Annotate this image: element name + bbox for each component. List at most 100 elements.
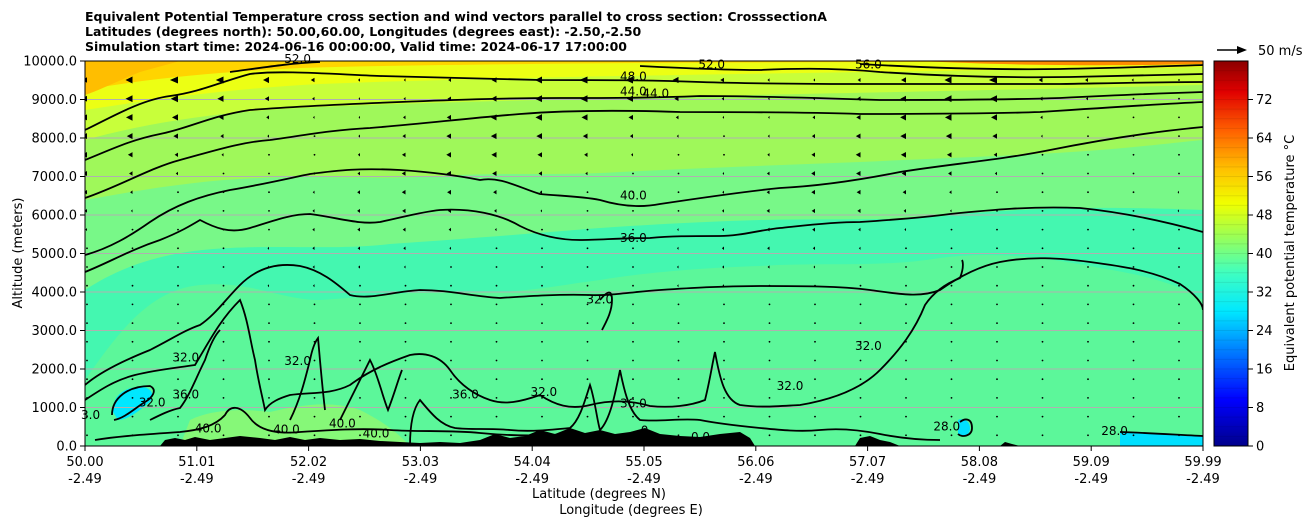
wind-vector: [768, 303, 771, 306]
wind-vector: [402, 208, 406, 214]
contour-label: 32.0: [139, 395, 166, 409]
wind-vector: [403, 115, 406, 120]
wind-vector: [905, 434, 907, 437]
wind-vector: [541, 340, 543, 343]
wind-vector: [312, 209, 315, 213]
wind-vector: [358, 115, 360, 119]
wind-vector: [220, 134, 224, 139]
wind-vector: [1038, 77, 1043, 83]
wind-vector: [1178, 340, 1180, 343]
wind-vector: [632, 397, 634, 399]
wind-vector: [1041, 284, 1044, 287]
wind-vector: [222, 340, 225, 343]
wind-vector: [813, 78, 815, 82]
wind-vector: [538, 171, 542, 176]
wind-vector: [446, 152, 451, 158]
wind-vector: [450, 415, 452, 418]
wind-vector: [950, 378, 953, 381]
wind-vector: [677, 191, 680, 194]
wind-vector: [900, 133, 906, 140]
wind-vector: [313, 359, 316, 362]
contour-label: 40.0: [363, 427, 390, 441]
colorbar-tick-label: 0: [1256, 440, 1264, 455]
wind-vector: [632, 415, 634, 418]
wind-vector: [404, 303, 407, 306]
wind-vector: [856, 114, 861, 120]
wind-vector: [313, 135, 316, 138]
wind-vector: [357, 190, 360, 195]
wind-vector: [996, 322, 998, 324]
wind-vector: [768, 115, 770, 119]
wind-vector: [222, 284, 225, 287]
wind-vector: [490, 114, 497, 121]
contour-label: 32.0: [530, 385, 557, 399]
wind-vector: [767, 134, 770, 138]
wind-vector: [1132, 228, 1135, 231]
contour-label: 44.0: [620, 85, 647, 99]
wind-vector: [858, 246, 861, 250]
x-tick-label-lat: 56.06: [737, 455, 774, 470]
wind-vector: [721, 209, 724, 213]
wind-vector: [950, 284, 953, 287]
field-cool-pocket-right: [958, 419, 970, 436]
wind-vector: [222, 322, 225, 324]
wind-vector: [811, 171, 815, 176]
wind-vector: [1039, 96, 1043, 101]
wind-key: 50 m/s: [1217, 44, 1303, 59]
wind-vector: [905, 247, 907, 250]
contour-low-4: [339, 358, 403, 421]
wind-vector: [1132, 153, 1135, 156]
wind-vector: [177, 359, 179, 362]
wind-vector: [1132, 172, 1135, 175]
wind-vector: [171, 114, 178, 121]
x-tick-label-lat: 50.00: [66, 455, 103, 470]
wind-vector: [401, 171, 406, 176]
wind-vector: [450, 359, 452, 362]
wind-vector: [177, 191, 179, 194]
wind-vector: [1178, 359, 1180, 362]
colorbar-tick-label: 32: [1256, 286, 1273, 301]
x-axis: 50.00 -2.49 51.01 -2.49 52.02 -2.49 53.03 -2.49…: [66, 446, 1222, 487]
wind-vector: [579, 76, 588, 84]
contour-28-loop: [957, 418, 973, 437]
wind-vector: [86, 247, 88, 250]
wind-vector: [811, 208, 815, 214]
x-axis-label: Latitude (degrees N): [532, 487, 666, 502]
wind-vector: [722, 190, 724, 194]
y-tick-label: 2000.0: [32, 363, 78, 378]
title-line-1: Equivalent Potential Temperature cross s…: [85, 9, 827, 24]
wind-vector: [857, 208, 861, 214]
contour-low-2: [149, 329, 221, 421]
wind-vector: [1041, 303, 1044, 306]
wind-vector: [1087, 397, 1089, 399]
x-tick-label-lat: 52.02: [290, 455, 327, 470]
wind-vector: [129, 171, 133, 176]
wind-vector: [541, 359, 543, 362]
wind-vector: [720, 77, 724, 83]
wind-vector: [1178, 116, 1180, 119]
wind-vector: [357, 208, 360, 213]
wind-vector: [723, 303, 725, 306]
wind-vector: [859, 359, 862, 362]
wind-vector: [586, 359, 589, 362]
wind-vector: [946, 152, 952, 158]
colorbar-tick-label: 24: [1256, 324, 1273, 339]
contour-label: 40.0: [195, 422, 222, 436]
wind-vector: [403, 78, 406, 82]
wind-vector: [86, 284, 88, 287]
wind-vector: [312, 227, 315, 232]
wind-vector: [450, 434, 452, 437]
x-tick-label-lat: 53.03: [402, 455, 439, 470]
wind-vector: [767, 78, 770, 82]
wind-vector: [905, 303, 907, 306]
wind-vector: [1041, 378, 1044, 381]
wind-vector: [768, 340, 771, 343]
wind-vector: [859, 303, 862, 306]
wind-vector: [950, 434, 953, 437]
wind-vector: [126, 133, 133, 140]
wind-vector: [85, 228, 87, 232]
wind-vector: [490, 133, 497, 140]
wind-vector: [586, 322, 589, 324]
contour-44b: [85, 101, 1203, 199]
wind-vector: [312, 115, 315, 119]
